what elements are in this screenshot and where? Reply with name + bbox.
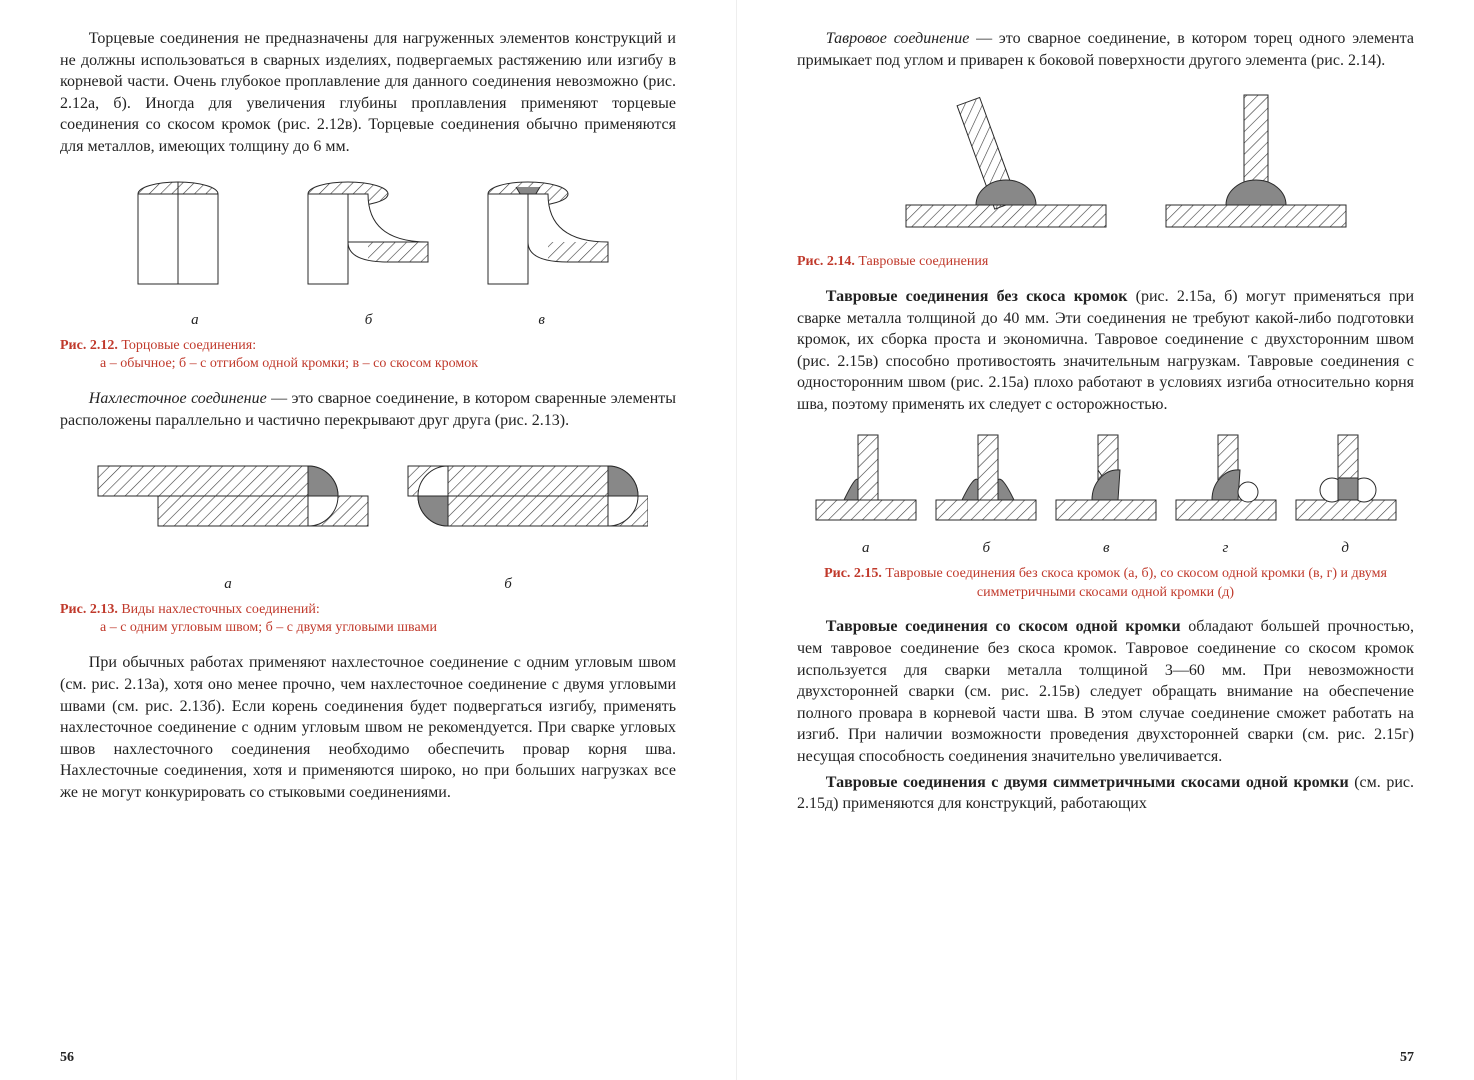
cap15-name: Тавровые соединения без скоса кромок (а,… (882, 566, 1387, 600)
fig-2-15-svg (806, 430, 1406, 540)
p57-para3-text: обладают большей прочностью, чем таврово… (797, 618, 1414, 765)
cap15-title: Рис. 2.15. (824, 566, 882, 581)
fig15-label-d: д (1341, 540, 1349, 557)
fig13-label-b: б (368, 576, 648, 593)
cap13-detail: а – с одним угловым швом; б – с двумя уг… (60, 619, 676, 638)
fig15-label-b: б (982, 540, 990, 557)
cap13-name: Виды нахлесточных соединений: (118, 602, 320, 617)
cap13-title: Рис. 2.13. (60, 602, 118, 617)
term-tee-joint: Тавровое соединение (826, 30, 970, 47)
p56-para2: Нахлесточное соединение — это сварное со… (60, 388, 676, 431)
fig15-label-a: а (862, 540, 870, 557)
p57-para3: Тавровые соединения со скосом одной кром… (797, 616, 1414, 767)
p57-para2: Тавровые соединения без скоса кромок (ри… (797, 286, 1414, 416)
p57-para2-lead: Тавровые соединения без скоса кромок (826, 288, 1128, 305)
p57-para4-lead: Тавровые соединения с двумя симметричным… (826, 774, 1349, 791)
page-57: Тавровое соединение — это сварное соедин… (737, 0, 1474, 1080)
figure-2-15: а б в г д (797, 430, 1414, 557)
page-number-56: 56 (60, 1050, 74, 1066)
cap14-name: Тавровые соединения (855, 254, 988, 269)
fig13-label-a: а (88, 576, 368, 593)
caption-2-14: Рис. 2.14. Тавровые соединения (797, 253, 1414, 272)
page-number-57: 57 (1400, 1050, 1414, 1066)
caption-2-12: Рис. 2.12. Торцовые соединения: а – обыч… (60, 337, 676, 375)
cap14-title: Рис. 2.14. (797, 254, 855, 269)
fig12-label-a: а (191, 312, 199, 329)
fig-2-14-svg (846, 85, 1366, 245)
p57-para4: Тавровые соединения с двумя симметричным… (797, 772, 1414, 815)
term-lap-joint: Нахлесточное соединение (89, 390, 267, 407)
caption-2-15: Рис. 2.15. Тавровые соединения без скоса… (797, 565, 1414, 603)
p57-para3-lead: Тавровые соединения со скосом одной кром… (826, 618, 1181, 635)
p56-para1: Торцевые соединения не предназначены для… (60, 28, 676, 158)
page-spread: Торцевые соединения не предназначены для… (0, 0, 1474, 1080)
fig12-label-b: б (365, 312, 373, 329)
fig-2-12-svg (108, 172, 628, 312)
p57-para1: Тавровое соединение — это сварное соедин… (797, 28, 1414, 71)
figure-2-14 (797, 85, 1414, 245)
fig15-label-v: в (1103, 540, 1110, 557)
cap12-title: Рис. 2.12. (60, 338, 118, 353)
page-56: Торцевые соединения не предназначены для… (0, 0, 737, 1080)
fig-2-13-svg (88, 446, 648, 576)
p56-para3: При обычных работах применяют нахлесточн… (60, 652, 676, 803)
fig12-label-v: в (538, 312, 545, 329)
figure-2-13: а б (60, 446, 676, 593)
fig15-label-g: г (1223, 540, 1229, 557)
caption-2-13: Рис. 2.13. Виды нахлесточных соединений:… (60, 601, 676, 639)
cap12-name: Торцовые соединения: (118, 338, 256, 353)
p57-para2-text: (рис. 2.15а, б) могут применяться при св… (797, 288, 1414, 413)
figure-2-12: а б в (60, 172, 676, 329)
cap12-detail: а – обычное; б – с отгибом одной кромки;… (60, 355, 676, 374)
